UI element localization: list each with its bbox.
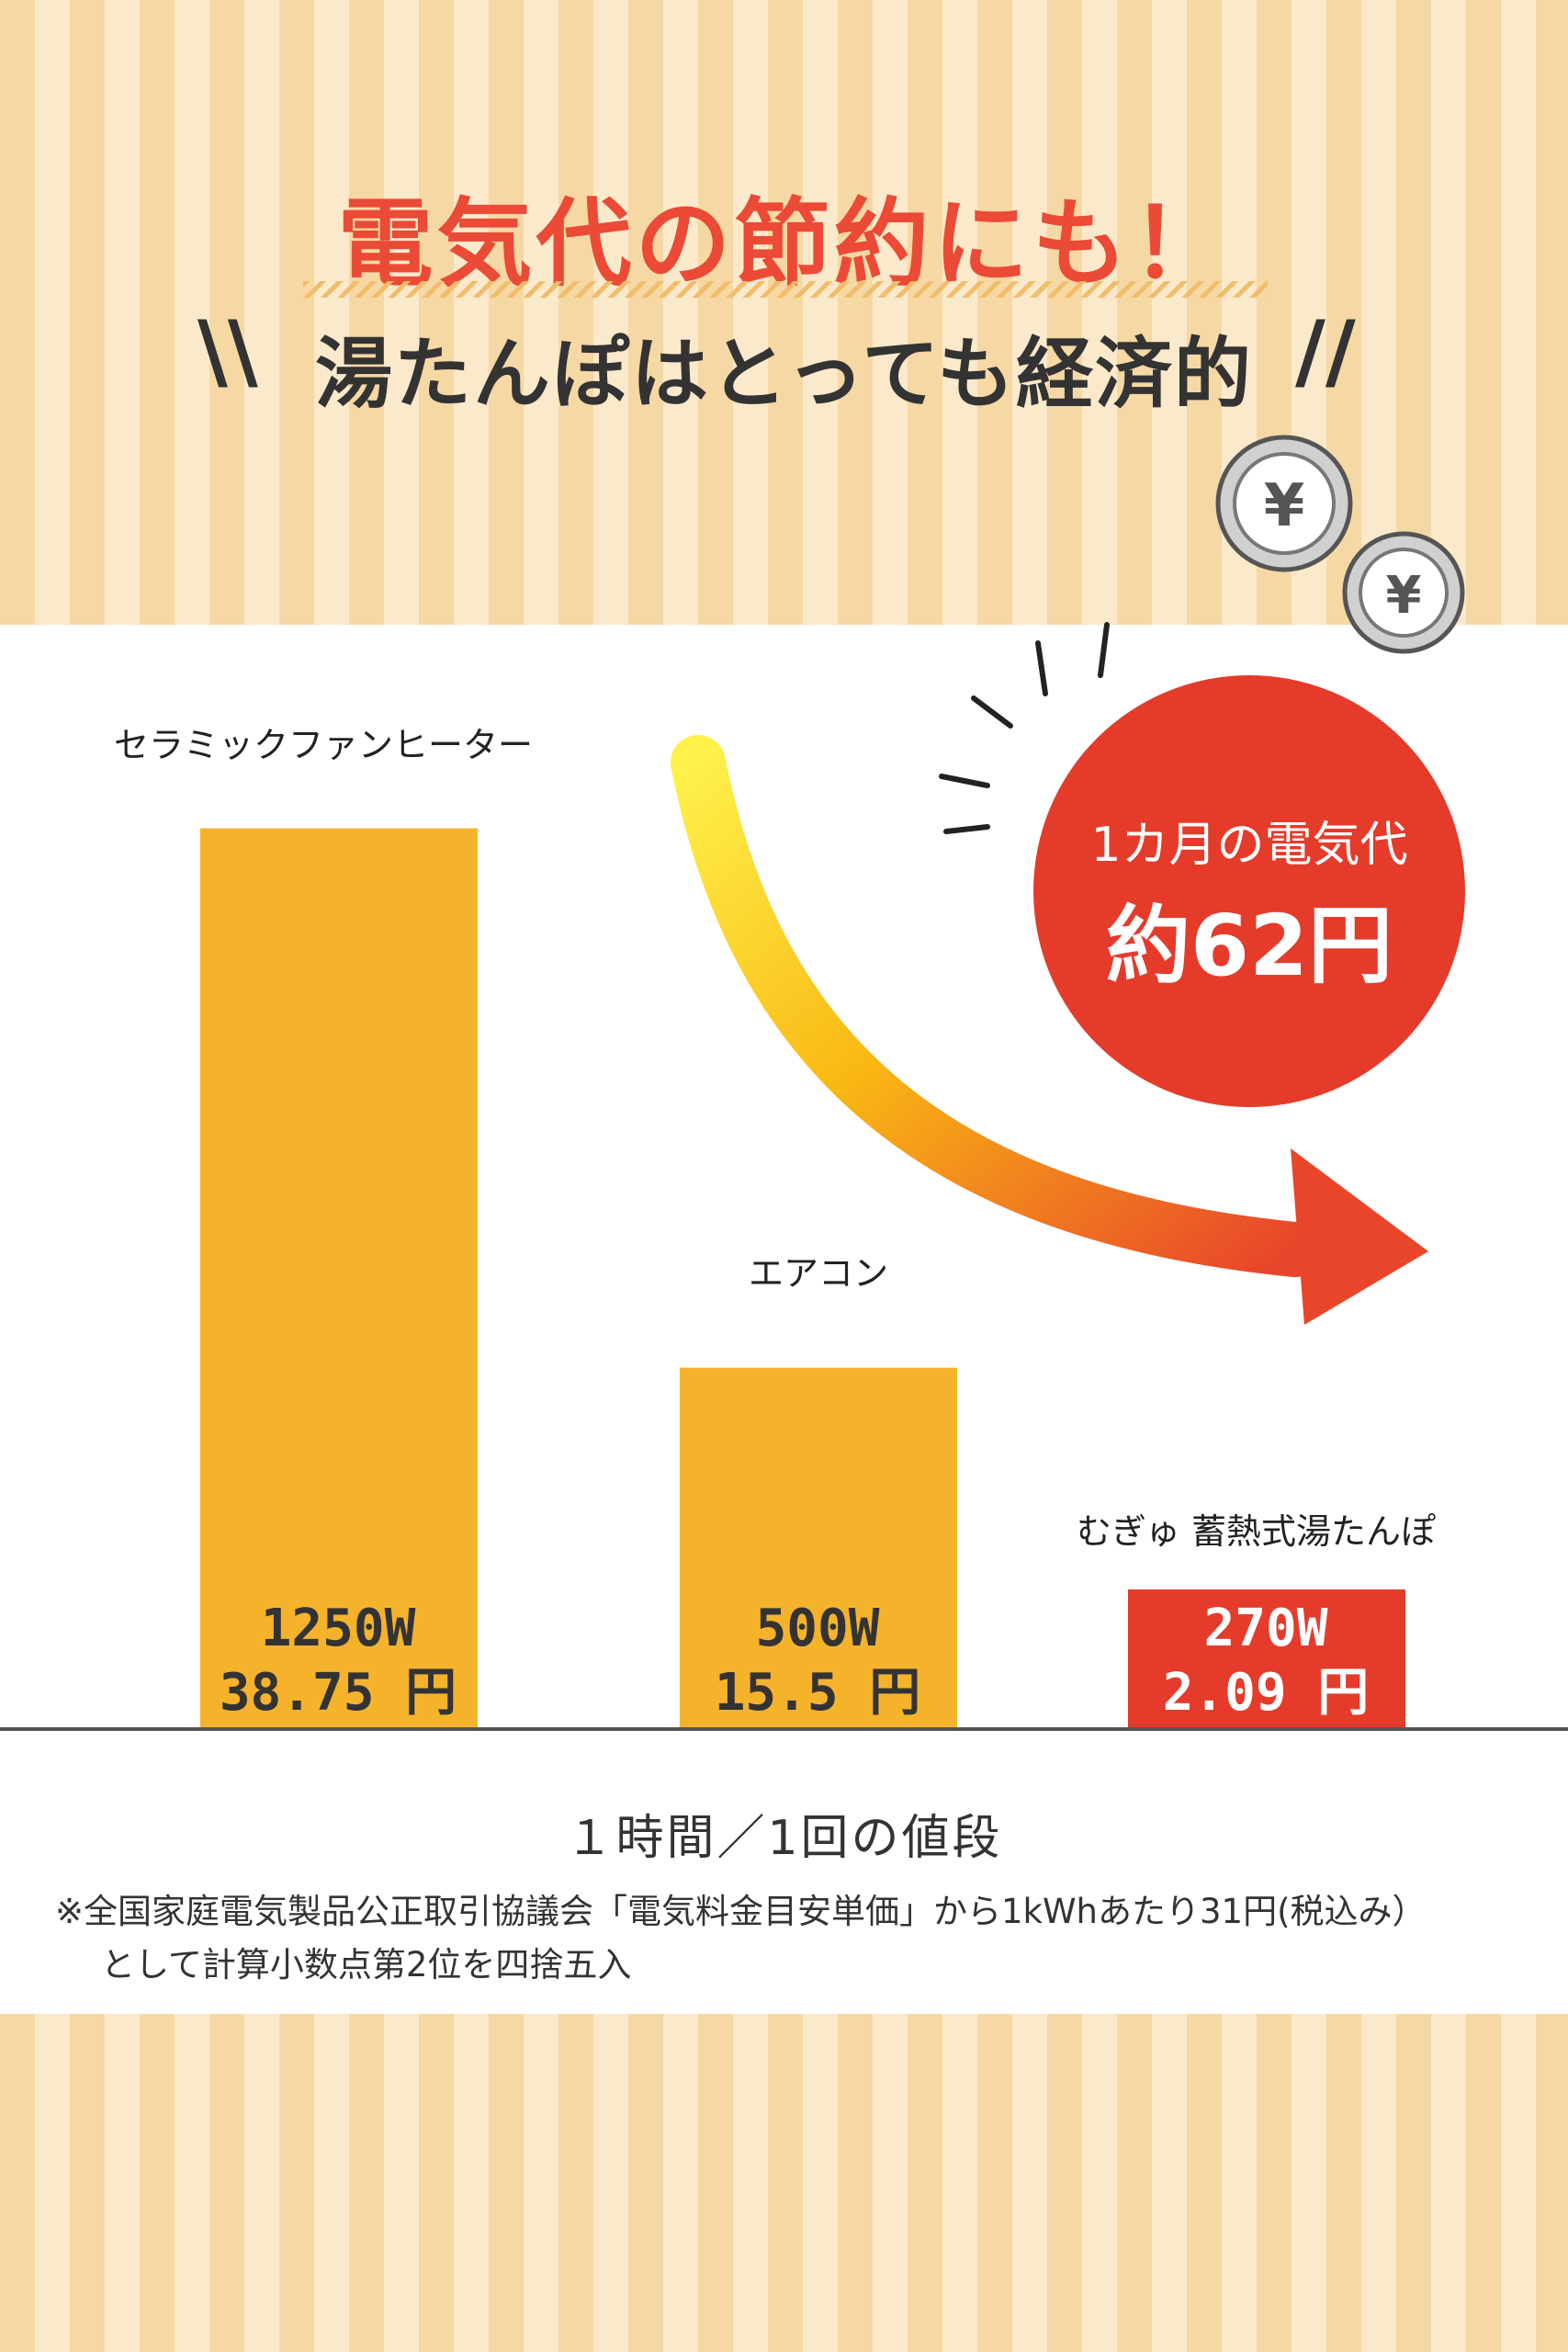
burst-lines [939,622,1110,834]
bar [680,1367,957,1727]
footnote: として計算小数点第2位を四捨五入 [101,1945,632,1984]
coin-symbol: ¥ [1386,566,1422,626]
bar-data-label: 270W 2.09 円 [1128,1597,1404,1725]
emphasis-lines-left: \\ [197,303,258,400]
decrease-arrow-icon [671,735,1428,1325]
coin-symbol: ¥ [1264,472,1305,540]
wattage-label: 500W [755,1599,880,1658]
headline: 電気代の節約にも！ [337,187,1231,300]
striped-background-bottom [0,2014,1568,2352]
bar [200,828,478,1727]
monthly-cost-badge: 1カ月の電気代 約62円 [1033,675,1465,1107]
footnote: ※全国家庭電気製品公正取引協議会「電気料金目安単価」から1kWhあたり31円(税… [55,1892,1427,1931]
yen-coin-icon: ¥ [1342,531,1465,654]
yen-coin-icon: ¥ [1215,435,1353,572]
bar [1128,1589,1405,1727]
bar-data-label: 500W 15.5 円 [680,1597,955,1725]
bars-group [200,828,1405,1727]
bar-data-label: 1250W 38.75 円 [200,1597,476,1725]
category-label: むぎゅ 蓄熱式湯たんぽ [1077,1511,1436,1552]
badge-caption: 1カ月の電気代 [1090,818,1408,873]
wattage-label: 1250W [260,1599,416,1658]
badge-value: 約62円 [1105,897,1393,995]
category-label: エアコン [749,1253,889,1294]
price-label: 15.5 円 [714,1663,921,1723]
category-label: セラミックファンヒーター [114,725,534,765]
wattage-label: 270W [1203,1599,1328,1658]
price-label: 38.75 円 [219,1663,457,1723]
price-label: 2.09 円 [1162,1663,1370,1723]
chart-caption: １時間／1回の値段 [565,1811,1003,1866]
emphasis-lines-right: // [1295,303,1356,400]
subheadline: 湯たんぽはとっても経済的 [314,329,1254,419]
headline-underline [303,281,1268,298]
